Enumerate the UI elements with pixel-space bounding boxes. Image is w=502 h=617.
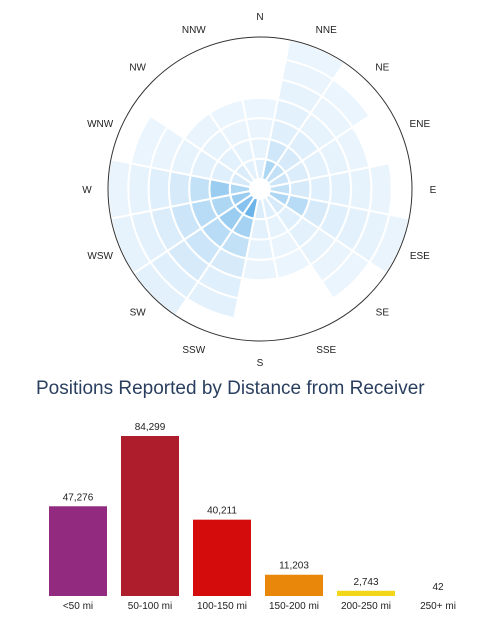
direction-label-ese: ESE: [410, 251, 430, 262]
bar-value-label-0: 47,276: [63, 492, 94, 503]
polar-cell-nnw-ring-4: [207, 98, 248, 132]
polar-cell-s-ring-4: [241, 257, 279, 282]
bar-4: [337, 590, 395, 596]
direction-label-wnw: WNW: [87, 119, 114, 130]
bar-value-label-3: 11,203: [279, 561, 309, 572]
bar-value-label-4: 2,743: [353, 577, 378, 588]
bar-3: [265, 574, 323, 596]
direction-label-ene: ENE: [410, 119, 431, 130]
bar-2: [193, 519, 251, 596]
polar-cell-e-ring-6: [368, 162, 393, 216]
polar-cells: [107, 38, 411, 320]
polar-cell-ne-ring-6: [320, 78, 371, 129]
direction-label-se: SE: [376, 307, 390, 318]
polar-cell-se-ring-6: [320, 249, 371, 300]
direction-label-sw: SW: [130, 307, 147, 318]
bar-chart-title: Positions Reported by Distance from Rece…: [36, 378, 425, 399]
bar-value-label-5: 42: [432, 582, 444, 593]
polar-cell-w-ring-4: [167, 170, 192, 208]
bar-marks: 47,276 <50 mi 84,299 50-100 mi 40,211 100-150…: [49, 422, 456, 612]
bar-0: [49, 506, 107, 596]
polar-cell-e-ring-4: [328, 170, 353, 208]
direction-label-nne: NNE: [316, 25, 337, 36]
polar-cell-n-ring-4: [241, 96, 279, 121]
polar-cell-e-ring-5: [348, 166, 373, 212]
distance-bar-chart: 47,276 <50 mi 84,299 50-100 mi 40,211 100-150…: [49, 422, 456, 612]
direction-label-wsw: WSW: [87, 251, 113, 262]
direction-label-w: W: [82, 185, 92, 196]
bar-category-label-4: 200-250 mi: [341, 601, 391, 612]
direction-label-nw: NW: [129, 63, 146, 74]
bar-category-label-5: 250+ mi: [420, 601, 456, 612]
direction-label-s: S: [257, 358, 264, 369]
bar-value-label-2: 40,211: [207, 506, 237, 517]
polar-cell-w-ring-5: [147, 166, 172, 212]
bar-category-label-2: 100-150 mi: [197, 601, 247, 612]
direction-labels: N NNE NE ENE E ESE SE SSE S SSW SW WSW W WNW NW NNW: [82, 12, 436, 369]
polar-direction-chart: N NNE NE ENE E ESE SE SSE S SSW SW WSW W WNW NW NNW: [82, 12, 436, 369]
bar-category-label-1: 50-100 mi: [128, 601, 172, 612]
polar-cell-w-ring-7: [107, 158, 132, 220]
bar-value-label-1: 84,299: [135, 422, 166, 433]
direction-label-nnw: NNW: [182, 25, 206, 36]
polar-cell-wnw-ring-6: [129, 114, 169, 169]
direction-label-n: N: [256, 12, 263, 23]
bar-category-label-0: <50 mi: [63, 601, 93, 612]
bar-category-label-3: 150-200 mi: [269, 601, 319, 612]
bar-1: [121, 436, 179, 596]
polar-outline-circle: [107, 36, 413, 342]
polar-cell-w-ring-6: [127, 162, 152, 216]
direction-label-ssw: SSW: [182, 345, 205, 356]
direction-label-ne: NE: [375, 63, 389, 74]
direction-label-e: E: [430, 185, 437, 196]
direction-label-sse: SSE: [316, 345, 336, 356]
